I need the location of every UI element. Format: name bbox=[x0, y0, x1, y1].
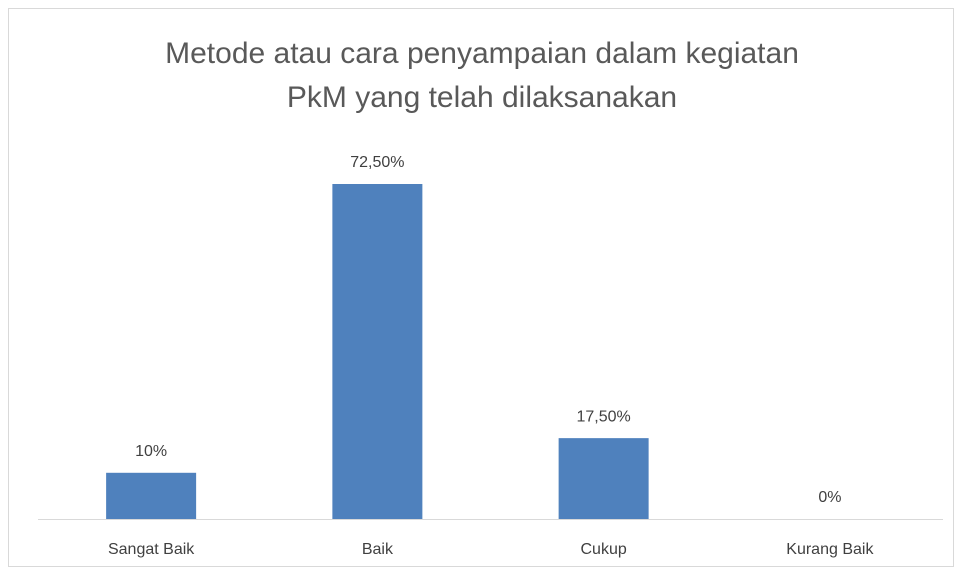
x-tick-label: Kurang Baik bbox=[786, 541, 874, 558]
x-tick-label: Sangat Baik bbox=[108, 541, 195, 558]
chart-title: Metode atau cara penyampaian dalam kegia… bbox=[165, 37, 799, 114]
chart-frame bbox=[8, 8, 954, 567]
data-label: 0% bbox=[818, 489, 841, 506]
bar bbox=[332, 184, 423, 519]
data-label: 72,50% bbox=[350, 154, 404, 171]
x-tick-label: Baik bbox=[362, 541, 394, 558]
bar bbox=[106, 472, 197, 519]
x-tick-label: Cukup bbox=[581, 541, 627, 558]
bar bbox=[558, 438, 649, 519]
data-label: 17,50% bbox=[576, 408, 630, 425]
data-label: 10% bbox=[135, 443, 167, 460]
